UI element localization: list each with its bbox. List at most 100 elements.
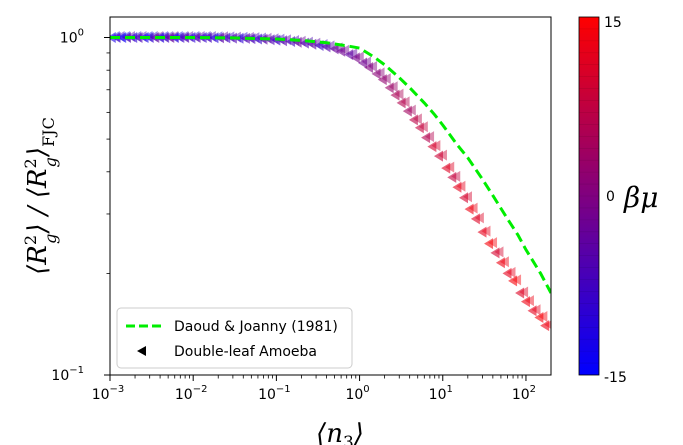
data-point-triangle xyxy=(180,31,190,43)
model-curve-line xyxy=(110,36,551,294)
data-point-triangle xyxy=(441,162,451,174)
data-point-triangle xyxy=(534,312,544,324)
data-point-triangle xyxy=(418,121,428,133)
colorbar: 15 0 -15 βμ xyxy=(578,15,658,386)
data-point-triangle xyxy=(445,161,455,173)
legend: Daoud & Joanny (1981) Double-leaf Amoeba xyxy=(116,307,353,369)
data-point-triangle xyxy=(527,305,537,317)
data-point-triangle xyxy=(414,122,424,134)
data-point-triangle xyxy=(396,97,406,109)
data-point-triangle xyxy=(133,31,143,43)
data-point-triangle xyxy=(364,61,374,73)
y-axis-ticks: 10−1 100 xyxy=(51,27,110,384)
data-point-triangle xyxy=(344,49,354,61)
data-point-triangle xyxy=(358,57,368,69)
data-point-triangle xyxy=(336,45,346,57)
y-tick-label: 10−1 xyxy=(51,365,84,384)
data-point-triangle xyxy=(388,81,398,93)
data-point-triangle xyxy=(524,295,534,307)
data-point-triangle xyxy=(433,150,443,162)
data-point-triangle xyxy=(474,212,484,224)
data-point-triangle xyxy=(481,225,491,237)
data-point-triangle xyxy=(400,96,410,108)
data-point-triangle xyxy=(464,203,474,215)
data-point-triangle xyxy=(425,131,435,143)
data-point-triangle xyxy=(456,180,466,192)
x-axis-ticks: 10−3 10−2 10−1 100 101 102 xyxy=(92,375,536,403)
x-tick-label: 100 xyxy=(345,384,369,403)
data-point-triangle xyxy=(544,320,551,329)
data-point-triangle xyxy=(515,287,525,299)
data-point-triangle xyxy=(459,192,469,204)
data-point-triangle xyxy=(427,141,437,153)
data-point-triangle xyxy=(252,33,262,45)
data-point-triangle xyxy=(402,105,412,117)
data-point-triangle xyxy=(421,132,431,144)
data-point-triangle xyxy=(452,181,462,193)
data-point-triangle xyxy=(329,43,339,55)
data-point-triangle xyxy=(490,247,500,259)
data-point-triangle xyxy=(470,213,480,225)
x-tick-label: 10−3 xyxy=(92,384,125,403)
data-point-triangle xyxy=(468,202,478,214)
data-point-triangle xyxy=(540,320,550,332)
data-point-triangle xyxy=(408,114,418,126)
data-point-triangle xyxy=(394,88,404,100)
data-point-triangle xyxy=(381,73,391,85)
data-point-triangle xyxy=(437,149,447,161)
x-tick-label: 10−1 xyxy=(258,384,291,403)
data-point-triangle xyxy=(406,104,416,116)
data-point-triangle xyxy=(499,256,509,268)
data-point-triangle xyxy=(488,237,498,249)
data-point-triangle xyxy=(375,67,385,79)
data-point-triangle xyxy=(191,31,201,43)
data-point-triangle xyxy=(520,296,530,308)
data-point-triangle xyxy=(506,266,516,278)
data-point-triangle xyxy=(494,246,504,258)
data-point-triangle xyxy=(354,51,364,63)
data-point-triangle xyxy=(431,140,441,152)
data-point-triangle xyxy=(531,304,541,316)
data-point-triangle xyxy=(538,311,548,323)
y-axis-label: ⟨R2g⟩ / ⟨R2g⟩FJC xyxy=(21,117,60,275)
colorbar-max-label: 15 xyxy=(604,15,622,31)
colorbar-frame xyxy=(578,16,600,376)
data-point-triangle xyxy=(209,32,219,44)
data-point-triangle xyxy=(451,170,461,182)
legend-box xyxy=(116,307,353,369)
data-point-triangle xyxy=(117,31,127,43)
data-point-triangle xyxy=(377,74,387,86)
x-tick-label: 10−2 xyxy=(175,384,208,403)
x-axis-label: ⟨n3⟩ xyxy=(316,419,364,445)
data-point-triangle xyxy=(221,32,231,44)
plot-frame xyxy=(109,16,552,376)
legend-label-data: Double-leaf Amoeba xyxy=(174,344,317,360)
y-tick-label: 100 xyxy=(60,27,84,46)
data-point-triangle xyxy=(477,226,487,238)
data-point-triangle xyxy=(508,275,518,287)
data-point-triangle xyxy=(368,60,378,72)
data-point-triangle xyxy=(384,82,394,94)
data-point-triangle xyxy=(447,171,457,183)
colorbar-min-label: -15 xyxy=(604,370,627,386)
legend-triangle-icon xyxy=(137,346,146,356)
x-tick-label: 101 xyxy=(429,384,453,403)
data-point-triangle xyxy=(150,31,160,43)
data-point-triangle xyxy=(512,274,522,286)
colorbar-gradient xyxy=(579,17,599,375)
data-point-triangle xyxy=(390,89,400,101)
data-point-triangle xyxy=(412,113,422,125)
colorbar-bands xyxy=(579,28,599,364)
data-point-triangle xyxy=(502,267,512,279)
data-point-triangle xyxy=(519,286,529,298)
legend-label-model: Daoud & Joanny (1981) xyxy=(174,319,338,335)
data-point-triangle xyxy=(463,191,473,203)
data-point-triangle xyxy=(265,34,275,46)
data-point-triangle xyxy=(371,68,381,80)
data-point-triangle xyxy=(350,52,360,64)
x-tick-label: 102 xyxy=(512,384,536,403)
model-curve-layer xyxy=(110,36,551,294)
data-point-triangle xyxy=(484,238,494,250)
data-point-triangle xyxy=(495,257,505,269)
